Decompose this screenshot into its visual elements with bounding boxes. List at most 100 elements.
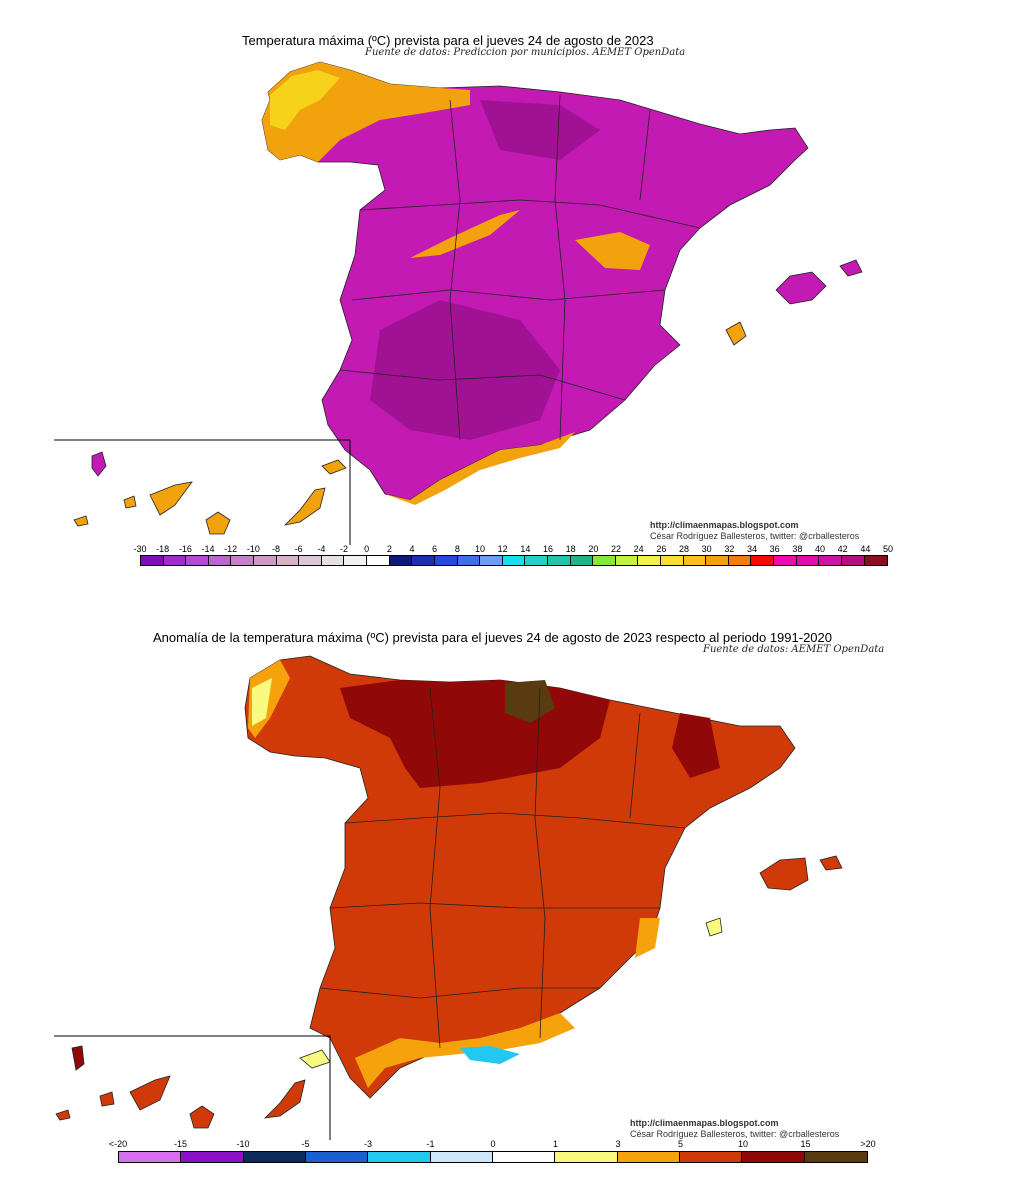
legend-label: 24 xyxy=(633,544,644,554)
legend-swatch xyxy=(208,556,232,565)
credit-author: César Rodríguez Ballesteros, twitter: @c… xyxy=(630,1129,840,1139)
cool-region xyxy=(270,70,340,130)
legend-label: 4 xyxy=(409,544,415,554)
legend-swatch xyxy=(617,1152,680,1162)
legend-swatch xyxy=(841,556,865,565)
legend-swatch xyxy=(368,1152,431,1162)
legend-swatch xyxy=(751,556,775,565)
canary-islands xyxy=(263,1079,306,1119)
legend-swatch xyxy=(181,1152,244,1162)
legend-swatch xyxy=(804,1152,867,1162)
legend-swatch xyxy=(742,1152,805,1162)
legend-swatch xyxy=(728,556,752,565)
legend-label: 18 xyxy=(565,544,576,554)
hot-region xyxy=(672,713,720,778)
legend-label: -16 xyxy=(178,544,192,554)
legend-swatch xyxy=(254,556,277,565)
legend-swatch xyxy=(457,556,481,565)
balearic-islands xyxy=(725,321,747,346)
legend-swatch xyxy=(243,1152,306,1162)
canary-islands xyxy=(71,1045,85,1071)
legend-label: -10 xyxy=(236,1139,250,1149)
legend-swatch xyxy=(276,556,300,565)
legend-label: 32 xyxy=(724,544,735,554)
canary-inset-frame xyxy=(54,1035,331,1140)
mild-region xyxy=(410,210,520,258)
canary-islands xyxy=(99,1091,115,1107)
legend-swatch xyxy=(570,556,594,565)
legend-label: <-20 xyxy=(108,1139,128,1149)
legend-label: 20 xyxy=(588,544,599,554)
cool-region xyxy=(252,678,272,726)
legend-label: 0 xyxy=(490,1139,496,1149)
map-title: Temperatura máxima (ºC) prevista para el… xyxy=(242,33,654,48)
legend-swatch xyxy=(434,556,458,565)
canary-islands xyxy=(73,515,89,527)
legend-label: 30 xyxy=(701,544,712,554)
hot-region xyxy=(370,300,560,440)
legend-label: 16 xyxy=(542,544,554,554)
legend-swatch xyxy=(389,556,413,565)
legend-swatch xyxy=(547,556,571,565)
canary-islands xyxy=(149,481,193,516)
legend-label: 34 xyxy=(746,544,758,554)
cool-region xyxy=(460,1046,520,1064)
legend-swatch xyxy=(638,556,662,565)
legend-label: -12 xyxy=(224,544,238,554)
legend-swatch xyxy=(679,1152,743,1162)
balearic-islands xyxy=(759,857,809,891)
legend-label: 42 xyxy=(837,544,848,554)
spain-temperature-map xyxy=(54,61,863,545)
map-source: Fuente de datos: AEMET OpenData xyxy=(703,644,885,655)
legend-swatch xyxy=(819,556,842,565)
balearic-islands xyxy=(839,259,863,277)
legend-label: 10 xyxy=(474,544,486,554)
legend-swatch xyxy=(502,556,526,565)
credit-url: http://climaenmapas.blogspot.com xyxy=(630,1118,779,1128)
legend-swatch xyxy=(661,556,684,565)
legend-label: 26 xyxy=(656,544,667,554)
legend-label: 2 xyxy=(386,544,392,554)
mild-region xyxy=(575,232,650,270)
legend-label: -4 xyxy=(317,544,326,554)
legend-label: 0 xyxy=(364,544,370,554)
legend-label: -6 xyxy=(294,544,303,554)
legend-label: -8 xyxy=(271,544,281,554)
legend-swatch xyxy=(525,556,548,565)
legend-label: -30 xyxy=(133,544,147,554)
legend-swatch xyxy=(119,1152,182,1162)
legend-swatch xyxy=(305,1152,369,1162)
canary-islands xyxy=(321,459,347,475)
legend-label: 14 xyxy=(520,544,531,554)
mild-region xyxy=(385,432,575,505)
legend-swatch xyxy=(593,556,616,565)
legend-swatch xyxy=(480,556,503,565)
legend-swatch xyxy=(615,556,639,565)
legend-label: -1 xyxy=(426,1139,435,1149)
legend-label: -5 xyxy=(301,1139,310,1149)
province-borders xyxy=(339,94,701,441)
canary-islands xyxy=(299,1049,331,1069)
color-legend: -30 -18 -16 -14 -12 -10 -8 -6 -4 -2 0 2 4 6 8 10 12 14 16 1… xyxy=(133,544,893,566)
legend-swatch xyxy=(231,556,255,565)
max-temperature-map-panel: Temperatura máxima (ºC) prevista para el… xyxy=(0,0,1024,590)
canary-islands xyxy=(129,1075,171,1111)
legend-swatch xyxy=(706,556,729,565)
hot-region xyxy=(480,100,600,160)
legend-label: -3 xyxy=(363,1139,373,1149)
canary-islands xyxy=(55,1109,71,1121)
legend-label: 44 xyxy=(860,544,871,554)
temperature-anomaly-map-panel: Anomalía de la temperatura máxima (ºC) p… xyxy=(0,618,1024,1198)
legend-label: 22 xyxy=(610,544,622,554)
canary-islands xyxy=(91,451,107,477)
legend-swatch xyxy=(683,556,707,565)
legend-label: 36 xyxy=(769,544,780,554)
legend-label: 10 xyxy=(737,1139,749,1149)
legend-label: >20 xyxy=(860,1139,876,1149)
canary-islands xyxy=(283,487,326,526)
legend-label: -2 xyxy=(339,544,349,554)
legend-label: 40 xyxy=(814,544,826,554)
legend-label: 15 xyxy=(800,1139,811,1149)
legend-swatch xyxy=(796,556,820,565)
canary-islands xyxy=(189,1105,215,1129)
